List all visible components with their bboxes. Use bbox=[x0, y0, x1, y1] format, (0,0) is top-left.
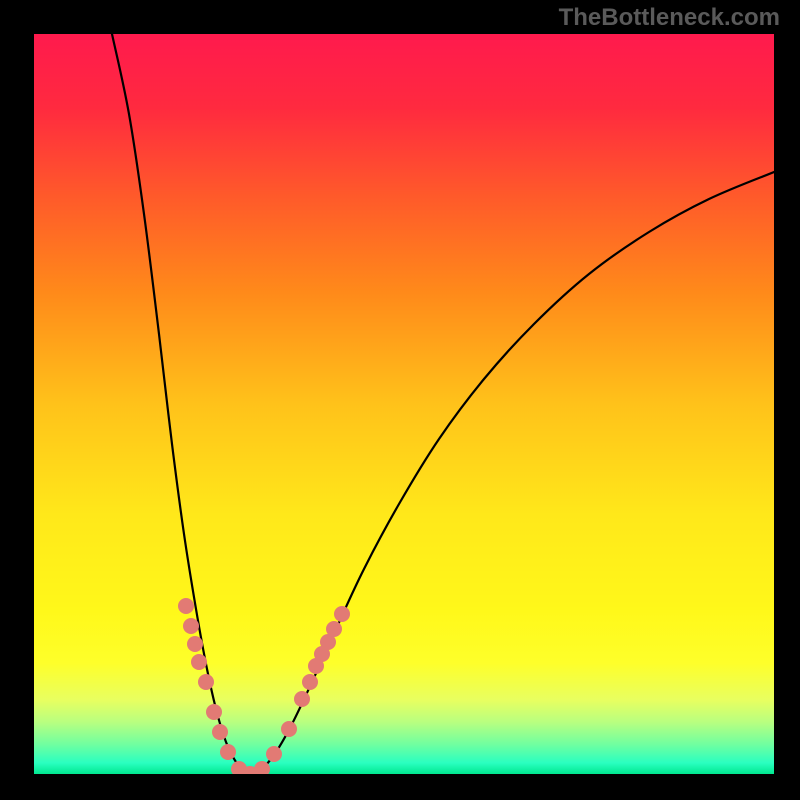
data-marker bbox=[206, 704, 222, 720]
chart-container: TheBottleneck.com bbox=[0, 0, 800, 800]
curve-layer bbox=[34, 34, 774, 774]
data-marker bbox=[294, 691, 310, 707]
data-marker bbox=[266, 746, 282, 762]
data-marker bbox=[198, 674, 214, 690]
data-marker bbox=[178, 598, 194, 614]
data-marker bbox=[183, 618, 199, 634]
plot-area bbox=[34, 34, 774, 774]
watermark-text: TheBottleneck.com bbox=[559, 4, 780, 32]
data-marker bbox=[334, 606, 350, 622]
bottleneck-curve bbox=[112, 34, 774, 774]
data-marker bbox=[326, 621, 342, 637]
data-marker bbox=[220, 744, 236, 760]
data-marker bbox=[191, 654, 207, 670]
data-marker bbox=[212, 724, 228, 740]
data-marker bbox=[281, 721, 297, 737]
marker-group bbox=[178, 598, 350, 774]
data-marker bbox=[187, 636, 203, 652]
data-marker bbox=[302, 674, 318, 690]
